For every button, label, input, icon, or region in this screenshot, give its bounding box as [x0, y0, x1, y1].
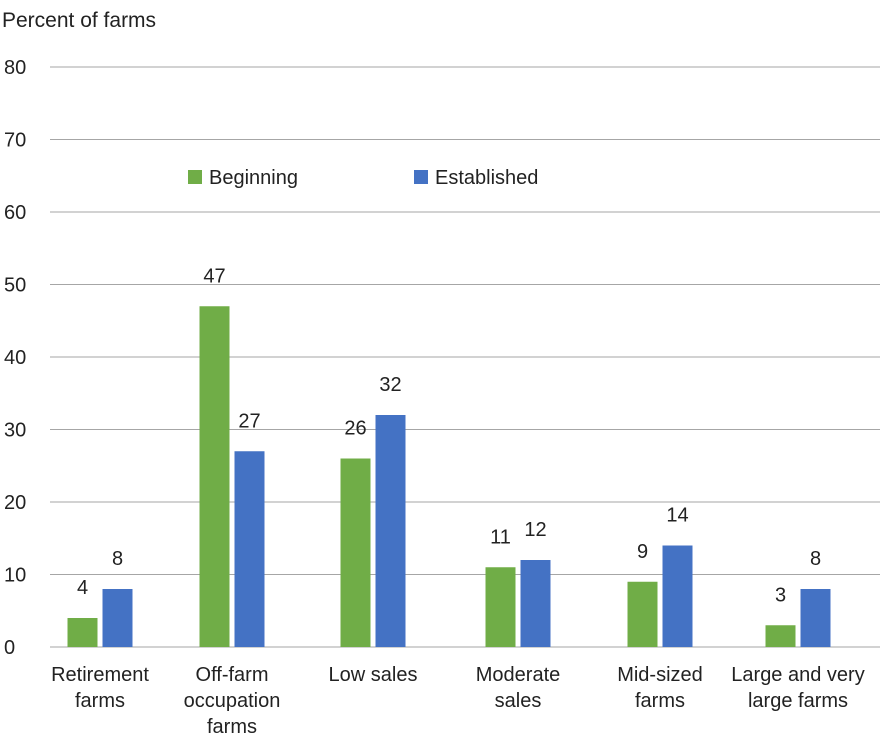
bar-beginning: [340, 458, 371, 647]
category-label: Low sales: [329, 664, 418, 686]
y-axis-ticks: 0 10 20 30 40 50 60 70 80: [4, 57, 26, 659]
data-label: 8: [112, 548, 123, 570]
gridlines: [50, 66, 880, 648]
legend: Beginning Established: [188, 167, 538, 189]
y-tick-label: 60: [4, 202, 26, 224]
y-tick-label: 30: [4, 420, 26, 442]
category-label-line: farms: [75, 690, 125, 712]
data-label: 12: [524, 519, 546, 541]
y-axis-title: Percent of farms: [2, 9, 156, 32]
bar-beginning: [199, 306, 230, 647]
bar-established: [800, 589, 831, 647]
category-label: Retirement farms: [51, 664, 149, 712]
bar-established: [102, 589, 133, 647]
y-tick-label: 80: [4, 57, 26, 79]
category-label: Off-farm occupation farms: [184, 664, 281, 738]
bar-beginning: [627, 581, 658, 647]
bar-beginning: [485, 567, 516, 647]
category-label: Moderate sales: [476, 664, 561, 712]
category-labels: Retirement farms Off-farm occupation farms Lo…: [51, 664, 865, 738]
y-tick-label: 40: [4, 347, 26, 369]
data-label: 9: [637, 541, 648, 563]
legend-label-beginning: Beginning: [209, 167, 298, 189]
y-tick-label: 50: [4, 275, 26, 297]
y-tick-label: 20: [4, 492, 26, 514]
category-label-line: occupation: [184, 690, 281, 712]
category-label-line: Mid-sized: [617, 664, 703, 686]
category-label-line: Off-farm: [196, 664, 269, 686]
category-label-line: farms: [635, 690, 685, 712]
data-label: 26: [344, 418, 366, 440]
legend-swatch-established: [414, 170, 428, 184]
y-tick-label: 0: [4, 637, 15, 659]
category-label: Large and very large farms: [731, 664, 864, 712]
bar-established: [662, 545, 693, 647]
data-label: 11: [490, 526, 511, 548]
data-label: 32: [379, 374, 401, 396]
y-tick-label: 10: [4, 565, 26, 587]
bar-established: [234, 451, 265, 647]
category-label-line: farms: [207, 716, 257, 738]
data-label: 27: [238, 410, 260, 432]
bar-beginning: [67, 618, 98, 647]
bar-beginning: [765, 625, 796, 647]
data-label: 8: [810, 548, 821, 570]
category-label-line: Large and very: [731, 664, 864, 686]
data-label: 3: [775, 584, 786, 606]
data-label: 4: [77, 577, 88, 599]
category-label: Mid-sized farms: [617, 664, 703, 712]
data-label: 14: [666, 505, 688, 527]
category-label-line: sales: [495, 690, 542, 712]
legend-swatch-beginning: [188, 170, 202, 184]
category-label-line: large farms: [748, 690, 848, 712]
bar-established: [520, 560, 551, 647]
bars: [67, 306, 831, 647]
bar-established: [375, 415, 406, 647]
legend-label-established: Established: [435, 167, 538, 189]
data-labels: 4 47 26 11 9 3 8 27 32 12 14 8: [77, 265, 821, 606]
y-tick-label: 70: [4, 130, 26, 152]
category-label-line: Moderate: [476, 664, 561, 686]
data-label: 47: [203, 265, 225, 287]
category-label-line: Low sales: [329, 664, 418, 686]
category-label-line: Retirement: [51, 664, 149, 686]
